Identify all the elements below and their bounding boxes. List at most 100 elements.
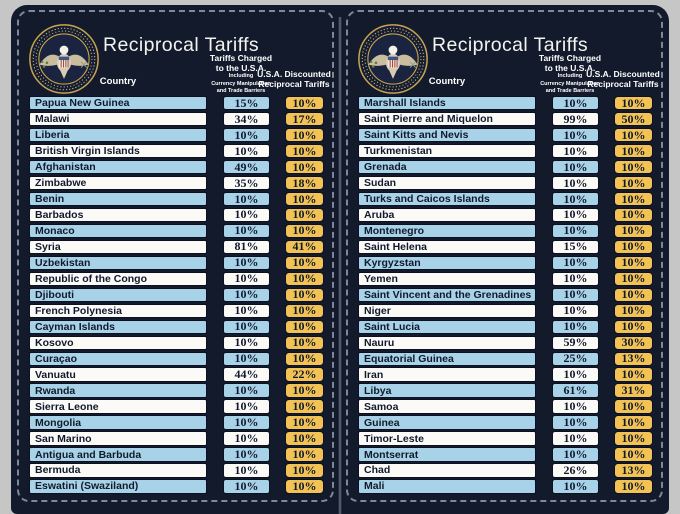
country-cell: Guinea xyxy=(358,415,536,430)
presidential-seal-icon xyxy=(29,24,99,94)
table-row: Mali 10% 10% xyxy=(358,479,653,494)
column-header-discounted: U.S.A. Discounted Reciprocal Tariffs xyxy=(257,69,331,90)
charged-tariff-cell: 10% xyxy=(223,287,270,303)
discounted-tariff-cell: 10% xyxy=(614,303,653,318)
discounted-tariff-cell: 10% xyxy=(614,160,653,175)
table-row: Grenada 10% 10% xyxy=(358,160,653,175)
discounted-tariff-cell: 10% xyxy=(285,144,324,159)
charged-tariff-cell: 34% xyxy=(223,112,270,127)
board-center-seam xyxy=(337,17,343,514)
discounted-tariff-cell: 10% xyxy=(614,144,653,159)
country-cell: Samoa xyxy=(358,399,536,414)
discounted-tariff-cell: 22% xyxy=(285,367,324,382)
discounted-tariff-cell: 10% xyxy=(614,223,653,239)
discounted-tariff-cell: 10% xyxy=(285,192,324,207)
table-row: Turks and Caicos Islands 10% 10% xyxy=(358,192,653,207)
country-cell: Saint Helena xyxy=(358,239,536,255)
country-cell: Vanuatu xyxy=(29,367,207,382)
charged-tariff-cell: 10% xyxy=(223,399,270,414)
discounted-tariff-cell: 10% xyxy=(285,128,324,143)
panel-title: Reciprocal Tariffs xyxy=(432,34,589,56)
country-cell: Djibouti xyxy=(29,287,207,303)
discounted-tariff-cell: 10% xyxy=(285,271,324,287)
charged-tariff-cell: 10% xyxy=(223,463,270,478)
table-row: Saint Pierre and Miquelon 99% 50% xyxy=(358,112,653,127)
discounted-tariff-cell: 10% xyxy=(614,367,653,382)
discounted-tariff-cell: 10% xyxy=(614,96,653,111)
table-row: San Marino 10% 10% xyxy=(29,431,324,446)
discounted-tariff-cell: 10% xyxy=(285,207,324,223)
discounted-tariff-cell: 10% xyxy=(285,303,324,318)
table-row: Samoa 10% 10% xyxy=(358,399,653,414)
discounted-tariff-cell: 30% xyxy=(614,335,653,350)
country-cell: French Polynesia xyxy=(29,303,207,318)
charged-tariff-cell: 10% xyxy=(223,319,270,334)
discounted-tariff-cell: 50% xyxy=(614,112,653,127)
discounted-tariff-cell: 10% xyxy=(614,176,653,191)
country-cell: Kyrgyzstan xyxy=(358,255,536,271)
charged-tariff-cell: 26% xyxy=(552,463,599,478)
charged-tariff-cell: 10% xyxy=(223,303,270,318)
discounted-tariff-cell: 18% xyxy=(285,176,324,191)
country-cell: Montenegro xyxy=(358,223,536,239)
table-row: Papua New Guinea 15% 10% xyxy=(29,96,324,111)
table-row: Marshall Islands 10% 10% xyxy=(358,96,653,111)
discounted-tariff-cell: 31% xyxy=(614,383,653,398)
discounted-tariff-cell: 10% xyxy=(614,207,653,223)
table-row: Vanuatu 44% 22% xyxy=(29,367,324,382)
rows: Papua New Guinea 15% 10% Malawi 34% 17% Liberi… xyxy=(29,96,324,494)
charged-tariff-cell: 10% xyxy=(223,335,270,350)
discounted-tariff-cell: 10% xyxy=(285,223,324,239)
table-row: Mongolia 10% 10% xyxy=(29,415,324,430)
column-header-charged: Tariffs Charged to the U.S.A. Including … xyxy=(209,53,273,94)
country-cell: Bermuda xyxy=(29,463,207,478)
charged-tariff-cell: 10% xyxy=(552,207,599,223)
discounted-tariff-cell: 10% xyxy=(285,415,324,430)
charged-tariff-cell: 10% xyxy=(552,128,599,143)
table-row: Bermuda 10% 10% xyxy=(29,463,324,478)
charged-tariff-cell: 10% xyxy=(552,144,599,159)
table-row: Cayman Islands 10% 10% xyxy=(29,319,324,334)
charged-tariff-cell: 10% xyxy=(223,271,270,287)
table-row: Syria 81% 41% xyxy=(29,239,324,255)
rows: Marshall Islands 10% 10% Saint Pierre and M… xyxy=(358,96,653,494)
table-row: Kyrgyzstan 10% 10% xyxy=(358,255,653,271)
charged-tariff-cell: 15% xyxy=(223,96,270,111)
table-row: Iran 10% 10% xyxy=(358,367,653,382)
table-row: Saint Lucia 10% 10% xyxy=(358,319,653,334)
country-cell: Monaco xyxy=(29,223,207,239)
table-row: Montenegro 10% 10% xyxy=(358,223,653,239)
tariff-board: Reciprocal Tariffs Country Tariffs Charg… xyxy=(11,5,669,514)
table-row: Guinea 10% 10% xyxy=(358,415,653,430)
country-cell: Papua New Guinea xyxy=(29,96,207,111)
table-row: Sudan 10% 10% xyxy=(358,176,653,191)
charged-tariff-cell: 10% xyxy=(223,192,270,207)
table-row: French Polynesia 10% 10% xyxy=(29,303,324,318)
country-cell: Cayman Islands xyxy=(29,319,207,334)
country-cell: Mongolia xyxy=(29,415,207,430)
table-row: Kosovo 10% 10% xyxy=(29,335,324,350)
table-row: Aruba 10% 10% xyxy=(358,207,653,223)
charged-tariff-cell: 61% xyxy=(552,383,599,398)
table-row: Monaco 10% 10% xyxy=(29,223,324,239)
charged-tariff-cell: 25% xyxy=(552,351,599,366)
country-cell: Nauru xyxy=(358,335,536,350)
charged-tariff-cell: 10% xyxy=(552,319,599,334)
discounted-tariff-cell: 10% xyxy=(285,431,324,446)
tariff-panel-right: Reciprocal Tariffs Country Tariffs Charg… xyxy=(346,10,663,502)
discounted-tariff-cell: 10% xyxy=(614,479,653,494)
discounted-tariff-cell: 10% xyxy=(285,335,324,350)
table-row: Sierra Leone 10% 10% xyxy=(29,399,324,414)
country-cell: Eswatini (Swaziland) xyxy=(29,479,207,494)
discounted-tariff-cell: 10% xyxy=(614,319,653,334)
country-cell: Uzbekistan xyxy=(29,255,207,271)
charged-tariff-cell: 10% xyxy=(552,271,599,287)
discounted-tariff-cell: 10% xyxy=(285,255,324,271)
discounted-tariff-cell: 10% xyxy=(285,160,324,175)
country-cell: Libya xyxy=(358,383,536,398)
table-row: Benin 10% 10% xyxy=(29,192,324,207)
discounted-tariff-cell: 10% xyxy=(285,447,324,462)
charged-tariff-cell: 10% xyxy=(223,447,270,462)
table-row: British Virgin Islands 10% 10% xyxy=(29,144,324,159)
table-row: Rwanda 10% 10% xyxy=(29,383,324,398)
